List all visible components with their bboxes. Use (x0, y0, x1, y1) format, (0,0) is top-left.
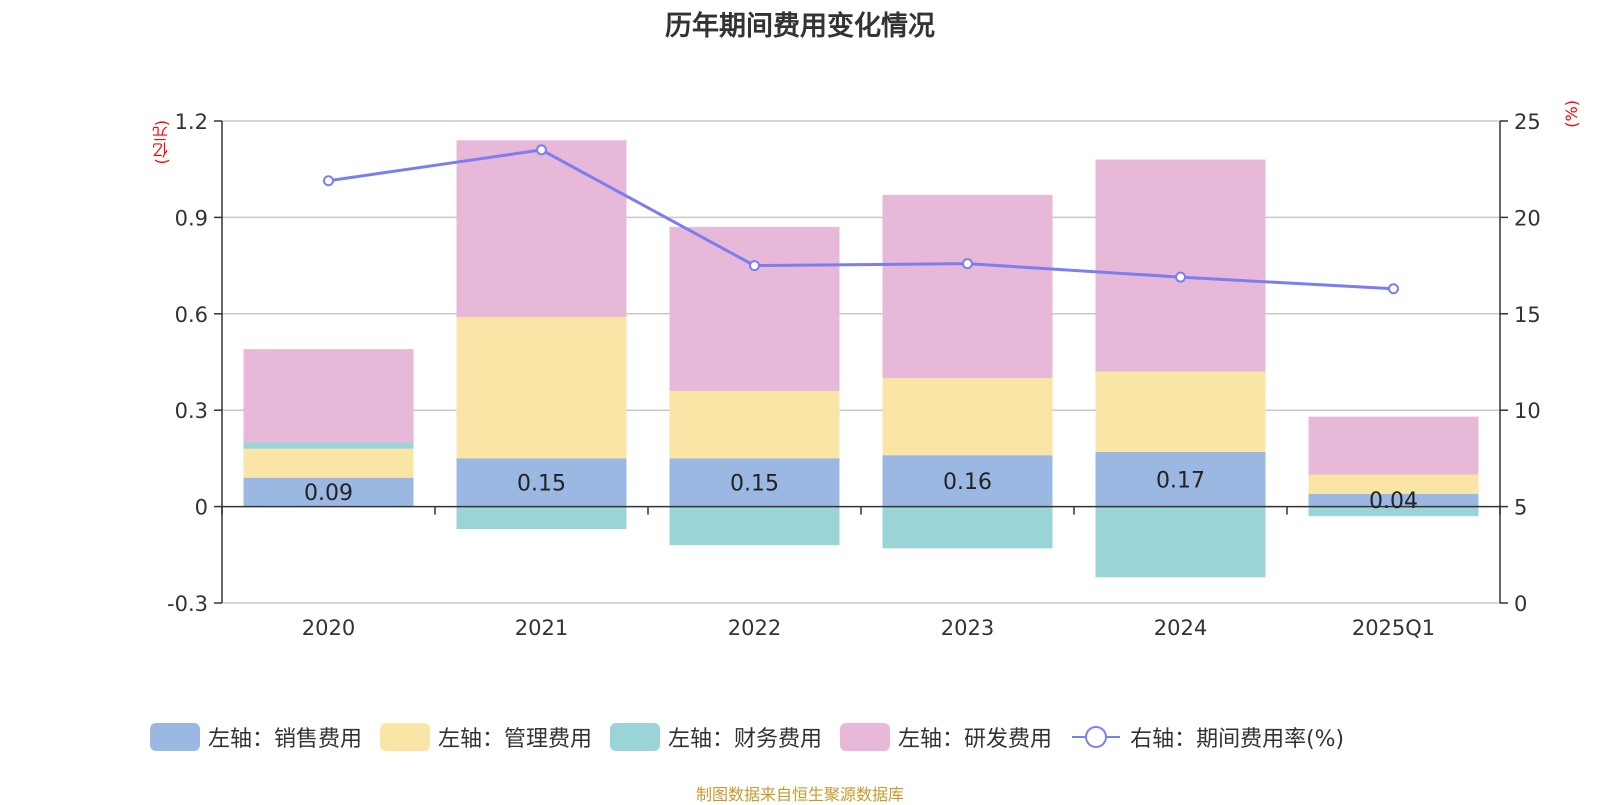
bar-admin (1308, 474, 1479, 494)
bar-admin (243, 448, 414, 478)
bar-sales (456, 458, 627, 507)
right-axis-tick-label: 15 (1514, 303, 1541, 327)
bar-finance (243, 442, 414, 449)
legend-line-marker-icon (1072, 726, 1121, 748)
left-axis-tick-label: 0.6 (175, 303, 208, 327)
bar-admin (1095, 371, 1266, 452)
bar-sales (669, 458, 840, 507)
bar-admin (669, 390, 840, 459)
legend: 左轴：销售费用 左轴：管理费用 左轴：财务费用 左轴：研发费用 右轴：期间费用率… (150, 720, 1362, 754)
bar-admin (456, 317, 627, 459)
bar-finance (1095, 506, 1266, 578)
legend-label-sales: 左轴：销售费用 (208, 727, 363, 752)
bar-rnd (882, 194, 1053, 379)
legend-item-finance[interactable]: 左轴：财务费用 (610, 721, 822, 753)
chart-plot: -0.3 0 0.3 0.6 0.9 1.2 0 5 10 15 20 25 2020 2021 2022 2… (167, 110, 1541, 640)
right-axis-tick-label: 25 (1514, 110, 1541, 134)
left-axis-tick-label: -0.3 (167, 592, 208, 616)
bar-sales (1308, 493, 1479, 507)
data-label-sales: 0.16 (943, 470, 992, 495)
bar-rnd (1308, 416, 1479, 475)
bar-finance (456, 506, 627, 530)
legend-label-rnd: 左轴：研发费用 (898, 727, 1053, 752)
bar-finance (669, 506, 840, 546)
x-axis-category-label: 2021 (515, 616, 568, 640)
source-note: 制图数据来自恒生聚源数据库 (695, 785, 904, 804)
bar-rnd (243, 349, 414, 443)
bar-finance (1308, 506, 1479, 517)
x-axis-category-label: 2023 (941, 616, 994, 640)
x-axis-category-label: 2020 (302, 616, 355, 640)
legend-item-expense-ratio[interactable]: 右轴：期间费用率(%) (1070, 721, 1344, 753)
expense-ratio-point (323, 175, 334, 187)
data-label-sales: 0.17 (1156, 468, 1205, 493)
legend-swatch-sales (150, 723, 200, 751)
data-label-sales: 0.15 (517, 472, 566, 497)
left-axis-tick-label: 0.9 (175, 206, 208, 230)
x-axis-category-label: 2022 (728, 616, 781, 640)
legend-item-admin[interactable]: 左轴：管理费用 (380, 721, 592, 753)
right-axis-tick-label: 5 (1514, 496, 1527, 520)
legend-item-rnd[interactable]: 左轴：研发费用 (840, 721, 1052, 753)
bar-rnd (669, 227, 840, 391)
expense-ratio-point (749, 260, 760, 272)
legend-item-sales[interactable]: 左轴：销售费用 (150, 721, 362, 753)
bar-rnd (456, 140, 627, 318)
legend-label-admin: 左轴：管理费用 (438, 727, 593, 752)
legend-label-finance: 左轴：财务费用 (668, 727, 823, 752)
left-axis-tick-label: 1.2 (175, 110, 208, 134)
bar-rnd (1095, 159, 1266, 372)
right-axis-tick-label: 0 (1514, 592, 1527, 616)
right-axis-tick-label: 10 (1514, 399, 1541, 423)
legend-swatch-finance (610, 723, 661, 751)
bar-sales (243, 477, 414, 507)
expense-ratio-point (962, 258, 973, 270)
expense-ratio-point (1175, 271, 1186, 283)
data-label-sales: 0.15 (730, 472, 779, 497)
legend-swatch-rnd (840, 723, 891, 751)
left-axis-tick-label: 0.3 (175, 399, 208, 423)
data-label-sales: 0.09 (304, 481, 353, 506)
data-label-sales: 0.04 (1369, 489, 1418, 514)
bar-finance (882, 506, 1053, 549)
x-axis-category-label: 2025Q1 (1352, 616, 1435, 640)
bar-sales (882, 455, 1053, 507)
bar-admin (882, 378, 1053, 456)
legend-label-expense-ratio: 右轴：期间费用率(%) (1130, 727, 1345, 752)
right-axis-tick-label: 20 (1514, 206, 1541, 230)
bar-sales (1095, 451, 1266, 507)
legend-swatch-admin (380, 723, 431, 751)
x-axis-category-label: 2024 (1154, 616, 1207, 640)
chart-title: 历年期间费用变化情况 (665, 11, 935, 42)
expense-ratio-point (1388, 283, 1399, 295)
expense-ratio-line (328, 148, 1394, 291)
expense-ratio-point (536, 144, 547, 156)
left-axis-tick-label: 0 (195, 496, 208, 520)
